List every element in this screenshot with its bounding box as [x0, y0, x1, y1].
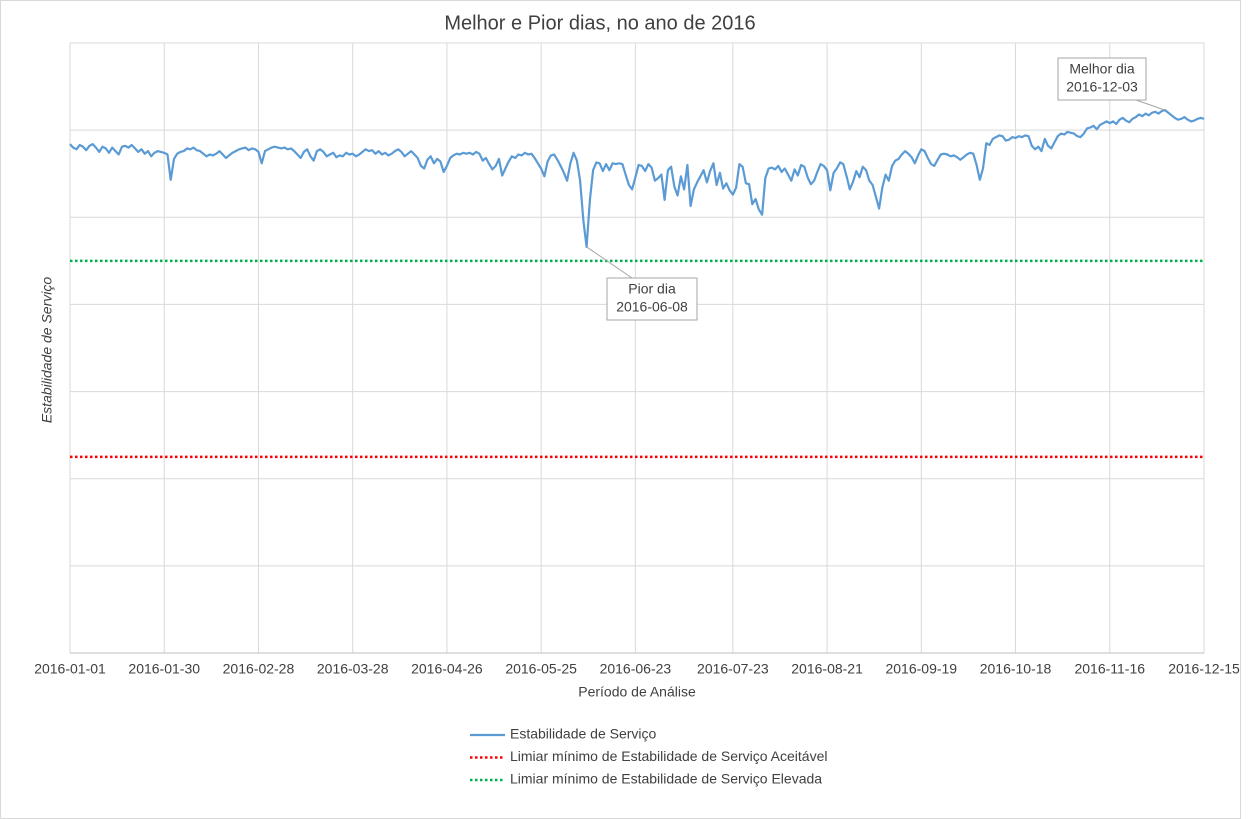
legend-label: Limiar mínimo de Estabilidade de Serviço…: [510, 748, 828, 764]
annotation-text: 2016-12-03: [1066, 79, 1138, 95]
x-tick-label: 2016-03-28: [317, 661, 389, 677]
annotation-leader: [586, 246, 633, 279]
chart-title: Melhor e Pior dias, no ano de 2016: [444, 12, 755, 34]
x-tick-label: 2016-08-21: [791, 661, 863, 677]
x-tick-label: 2016-07-23: [697, 661, 769, 677]
legend-label: Limiar mínimo de Estabilidade de Serviço…: [510, 771, 822, 787]
x-tick-label: 2016-09-19: [885, 661, 957, 677]
annotation-leader: [1135, 99, 1166, 111]
x-tick-label: 2016-10-18: [980, 661, 1052, 677]
annotation-text: 2016-06-08: [616, 299, 688, 315]
x-tick-label: 2016-06-23: [600, 661, 672, 677]
x-tick-label: 2016-12-15: [1168, 661, 1240, 677]
annotation-box: [1057, 57, 1147, 101]
x-tick-label: 2016-01-30: [128, 661, 200, 677]
x-tick-label: 2016-04-26: [411, 661, 483, 677]
x-tick-label: 2016-02-28: [223, 661, 295, 677]
x-tick-label: 2016-05-25: [505, 661, 577, 677]
annotation-text: Pior dia: [628, 281, 676, 297]
data-line: [69, 109, 1205, 248]
legend-label: Estabilidade de Serviço: [510, 726, 657, 742]
annotation-text: Melhor dia: [1069, 61, 1135, 77]
y-axis-title: Estabilidade de Serviço: [39, 277, 55, 424]
annotation-box: [606, 277, 698, 321]
x-tick-label: 2016-11-16: [1074, 661, 1145, 677]
x-tick-label: 2016-01-01: [34, 661, 106, 677]
x-axis-title: Período de Análise: [578, 684, 696, 700]
